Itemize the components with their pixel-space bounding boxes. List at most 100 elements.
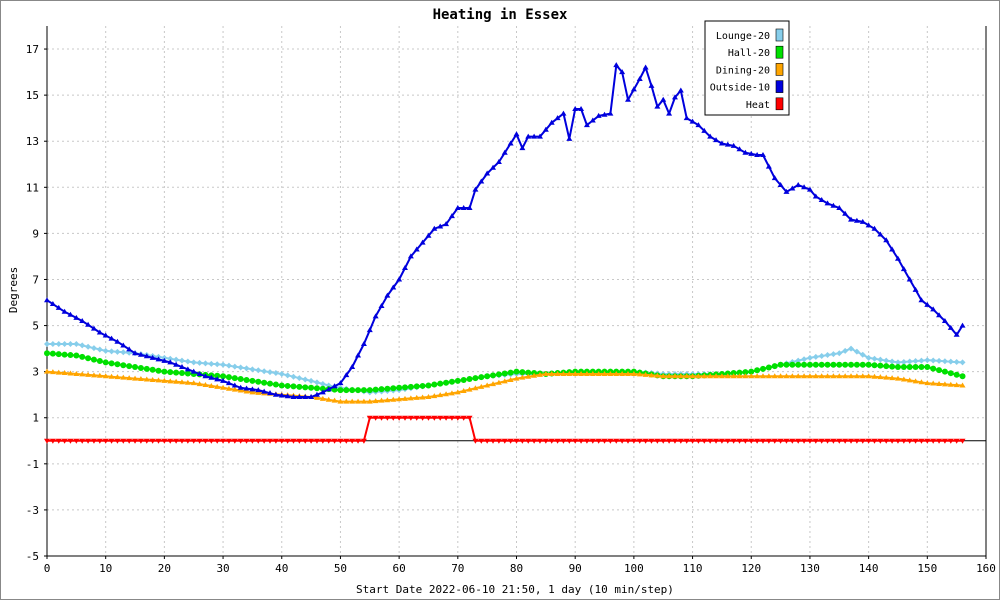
series-hall-20-point	[349, 387, 356, 394]
x-tick-label: 20	[158, 562, 171, 575]
series-hall-20-point	[859, 361, 866, 368]
series-dining-20-point	[947, 381, 954, 387]
series-hall-20-point	[161, 368, 168, 375]
series-lounge-20-point	[953, 359, 960, 366]
series-hall-20-point	[290, 383, 297, 390]
series-outside-10-point	[842, 210, 849, 216]
series-dining-20-point	[818, 373, 825, 379]
series-heat-point	[754, 438, 761, 444]
series-heat-point	[625, 438, 632, 444]
series-dining-20-point	[560, 370, 567, 376]
series-outside-10-point	[302, 394, 309, 399]
series-outside-10-point	[589, 117, 596, 123]
series-dining-20-point	[853, 373, 860, 379]
series-outside-10-point	[448, 213, 455, 219]
series-heat-point	[443, 415, 450, 421]
series-heat-point	[619, 438, 626, 444]
series-dining-20-point	[220, 384, 227, 390]
series-dining-20-point	[378, 397, 385, 403]
y-tick-label: 13	[26, 135, 39, 148]
series-outside-10-point	[930, 306, 937, 312]
series-heat-point	[431, 415, 438, 421]
series-dining-20-point	[490, 381, 497, 387]
series-heat-point	[302, 438, 309, 444]
series-lounge-20-point	[85, 343, 92, 350]
series-dining-20-point	[877, 374, 884, 380]
series-outside-10-point	[296, 394, 303, 399]
series-dining-20-point	[836, 373, 843, 379]
series-outside-10-point	[859, 218, 866, 224]
series-lounge-20-point	[912, 358, 919, 365]
series-heat-point	[666, 438, 673, 444]
series-outside-10-point	[460, 205, 467, 211]
series-dining-20-point	[431, 393, 438, 399]
series-lounge-20-point	[120, 349, 127, 356]
series-dining-20-point	[44, 368, 50, 374]
y-tick-label: 7	[32, 273, 39, 286]
series-outside-10-point	[214, 376, 221, 382]
series-lounge-20-point	[173, 356, 180, 363]
series-heat-point	[654, 438, 661, 444]
series-hall-20-point	[824, 361, 831, 368]
series-heat-point	[484, 438, 491, 444]
series-outside-10-point	[636, 76, 643, 81]
series-dining-20-point	[460, 388, 467, 394]
series-dining-20-point	[96, 372, 103, 378]
series-outside-10-point	[126, 346, 133, 352]
series-dining-20-point	[894, 375, 901, 381]
series-dining-20-point	[636, 371, 643, 377]
series-lounge-20-point	[824, 352, 831, 359]
series-lounge-20-point	[196, 359, 203, 366]
series-lounge-20-point	[79, 342, 86, 349]
series-outside-10-point	[343, 372, 350, 378]
series-outside-10-point	[865, 222, 872, 228]
series-outside-10-point	[836, 205, 843, 211]
x-tick-label: 110	[683, 562, 703, 575]
series-lounge-20-point	[894, 359, 901, 366]
series-lounge-20-point	[959, 359, 966, 366]
series-heat-point	[161, 438, 168, 444]
series-heat-point	[824, 438, 831, 444]
series-heat-point	[173, 438, 180, 444]
series-outside-10-point	[713, 137, 720, 143]
series-heat-point	[178, 438, 185, 444]
series-hall-20-point	[490, 372, 497, 379]
series-heat-point	[73, 438, 80, 444]
series-outside-10-point	[184, 366, 191, 372]
series-hall-20-point	[378, 386, 385, 393]
series-hall-20-point	[102, 359, 109, 366]
series-heat-point	[126, 438, 133, 444]
series-dining-20-point	[865, 373, 872, 379]
series-outside-10-point	[613, 62, 620, 68]
series-outside-10-point	[79, 317, 86, 323]
series-hall-20-point	[67, 352, 74, 359]
series-outside-10-point	[61, 308, 68, 314]
series-lounge-20-point	[267, 369, 274, 376]
series-heat-point	[396, 415, 403, 421]
series-lounge-20-point	[900, 358, 907, 365]
series-dining-20-point	[114, 374, 121, 380]
series-heat-point	[208, 438, 215, 444]
series-outside-10-point	[143, 353, 150, 359]
series-hall-20-point	[894, 364, 901, 371]
series-heat-point	[355, 438, 362, 444]
series-hall-20-point	[889, 363, 896, 370]
series-dining-20-point	[67, 370, 74, 376]
series-outside-10-point	[349, 364, 356, 370]
series-dining-20-point	[143, 376, 150, 382]
series-hall-20-point	[272, 381, 279, 388]
series-heat-point	[143, 438, 150, 444]
x-tick-label: 160	[976, 562, 996, 575]
series-heat-point	[677, 438, 684, 444]
series-outside-10-point	[366, 327, 373, 333]
series-heat-point	[736, 438, 743, 444]
series-heat-point	[636, 438, 643, 444]
series-hall-20-point	[871, 362, 878, 369]
series-heat-point	[789, 438, 796, 444]
series-outside-10-point	[918, 297, 925, 303]
series-heat-point	[918, 438, 925, 444]
series-outside-10-point	[630, 86, 637, 92]
series-hall-20-point	[437, 380, 444, 387]
series-outside-10-point	[583, 122, 590, 128]
series-dining-20-point	[401, 395, 408, 401]
